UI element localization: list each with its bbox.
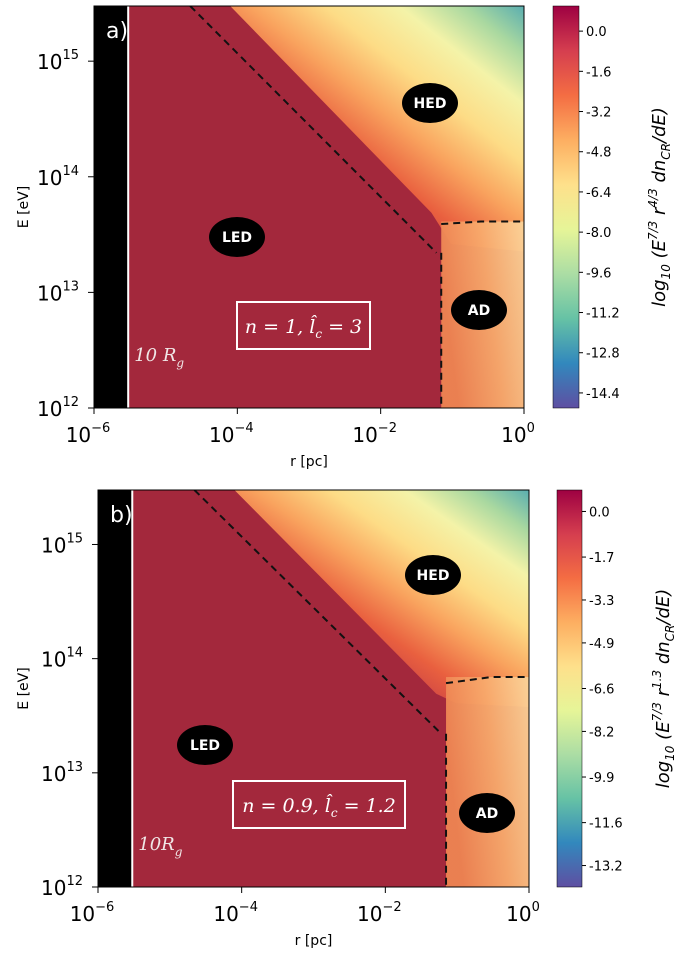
- region-ellipse: [402, 83, 458, 123]
- parameter-box-frame: [232, 780, 406, 829]
- region-label: AD: [468, 303, 490, 319]
- inner-limit-label: 10Rg: [138, 834, 182, 859]
- region-hed: HED: [402, 83, 458, 123]
- colorbar-gradient: [552, 5, 580, 409]
- colorbar-label: log10 (E7/3 r1.3 dnCR/dE): [650, 589, 677, 789]
- colorbar-tick-label: -8.2: [589, 725, 614, 740]
- region-hed: HED: [405, 555, 461, 595]
- colorbar-tick-label: -11.6: [589, 817, 623, 832]
- colorbar: 0.0 -1.7 -3.3 -4.9 -6.6 -8.2 -9.9 -11.6 -13.2 log…: [556, 489, 677, 888]
- x-tick-label: 100: [501, 421, 535, 447]
- region-label: LED: [222, 230, 252, 246]
- boundary-hed-led: [193, 490, 442, 735]
- hed-region-fill: [234, 490, 529, 708]
- colorbar-tick-label: -14.4: [586, 387, 620, 402]
- heatmap-area: [94, 6, 524, 408]
- y-tick-label: 1012: [41, 874, 83, 900]
- inner-limit-label: 10 Rg: [134, 345, 184, 370]
- parameter-box-frame: [236, 301, 371, 350]
- colorbar-tick-label: -6.4: [586, 186, 611, 201]
- colorbar-tick-label: -9.6: [586, 266, 611, 281]
- x-axis-label: r [pc]: [290, 454, 328, 470]
- plot-frame: [93, 5, 525, 409]
- parameter-text: n = 0.9, l̂c = 1.2: [242, 794, 396, 820]
- colorbar-tick-label: -12.8: [586, 347, 620, 362]
- colorbar-tick-label: -3.3: [589, 594, 614, 609]
- x-tick-label: 10−6: [70, 900, 115, 926]
- x-tick-label: 10−4: [209, 421, 254, 447]
- y-axis-label: E [eV]: [16, 186, 32, 228]
- colorbar-tick-label: -4.9: [589, 637, 614, 652]
- colorbar-tick-label: -9.9: [589, 771, 614, 786]
- colorbar: 0.0 -1.6 -3.2 -4.8 -6.4 -8.0 -9.6 -11.2 -12.8 -14…: [552, 5, 673, 409]
- y-tick-label: 1014: [37, 164, 79, 190]
- inner-limit-strip: [94, 6, 129, 408]
- x-axis-label: r [pc]: [295, 933, 333, 949]
- plot-frame: [97, 489, 530, 888]
- colorbar-label: log10 (E7/3 r4/3 dnCR/dE): [646, 107, 673, 307]
- colorbar-gradient: [556, 489, 583, 888]
- region-ad: AD: [451, 290, 507, 330]
- y-tick-label: 1015: [37, 48, 79, 74]
- boundary-ad-top: [445, 676, 529, 685]
- colorbar-tick-label: -1.6: [586, 65, 611, 80]
- colorbar-tick-label: -11.2: [586, 307, 620, 322]
- parameter-text: n = 1, l̂c = 3: [245, 315, 362, 341]
- colorbar-tick-label: -8.0: [586, 226, 611, 241]
- region-ellipse: [177, 725, 233, 765]
- boundary-hed-led: [189, 6, 438, 254]
- colorbar-tick-label: -3.2: [586, 106, 611, 121]
- y-tick-label: 1014: [41, 646, 83, 672]
- region-led: LED: [209, 217, 265, 257]
- y-axis-label: E [eV]: [16, 667, 32, 709]
- inner-limit-strip: [98, 490, 133, 887]
- region-ellipse: [459, 793, 515, 833]
- region-ellipse: [209, 217, 265, 257]
- colorbar-tick-label: 0.0: [589, 505, 610, 520]
- parameter-box: n = 1, l̂c = 3: [236, 301, 371, 350]
- colorbar-tick-label: -1.7: [589, 551, 614, 566]
- colorbar-tick-label: 0.0: [586, 25, 607, 40]
- colorbar-tick-label: -6.6: [589, 683, 614, 698]
- hed-region-fill: [230, 6, 524, 252]
- colorbar-tick-label: -13.2: [589, 860, 623, 875]
- panel-label: a): [106, 19, 128, 44]
- region-label: AD: [476, 806, 498, 822]
- colorbar-tick-label: -4.8: [586, 146, 611, 161]
- x-tick-label: 10−6: [66, 421, 111, 447]
- panel-b: b) HED LED AD 10Rg n = 0.9, l̂c = 1.2 10−6 10−4…: [16, 489, 677, 949]
- x-tick-label: 10−2: [352, 421, 397, 447]
- region-ad: AD: [459, 793, 515, 833]
- panel-label: b): [110, 503, 133, 528]
- parameter-box: n = 0.9, l̂c = 1.2: [232, 780, 406, 829]
- y-tick-label: 1013: [37, 279, 79, 305]
- region-ellipse: [451, 290, 507, 330]
- region-led: LED: [177, 725, 233, 765]
- region-label: HED: [417, 568, 450, 584]
- y-tick-label: 1015: [41, 531, 83, 557]
- x-tick-label: 10−4: [213, 900, 258, 926]
- x-tick-label: 100: [506, 900, 540, 926]
- y-tick-label: 1012: [37, 395, 79, 421]
- region-ellipse: [405, 555, 461, 595]
- y-tick-label: 1013: [41, 760, 83, 786]
- x-tick-label: 10−2: [357, 900, 402, 926]
- boundary-ad-top: [441, 220, 524, 226]
- region-label: LED: [190, 738, 220, 754]
- heatmap-area: [98, 490, 529, 887]
- panel-a: a) HED LED AD 10 Rg n = 1, l̂c = 3 10−6 10−4 10−…: [16, 5, 673, 470]
- region-label: HED: [414, 96, 447, 112]
- ad-region-fill: [446, 677, 529, 887]
